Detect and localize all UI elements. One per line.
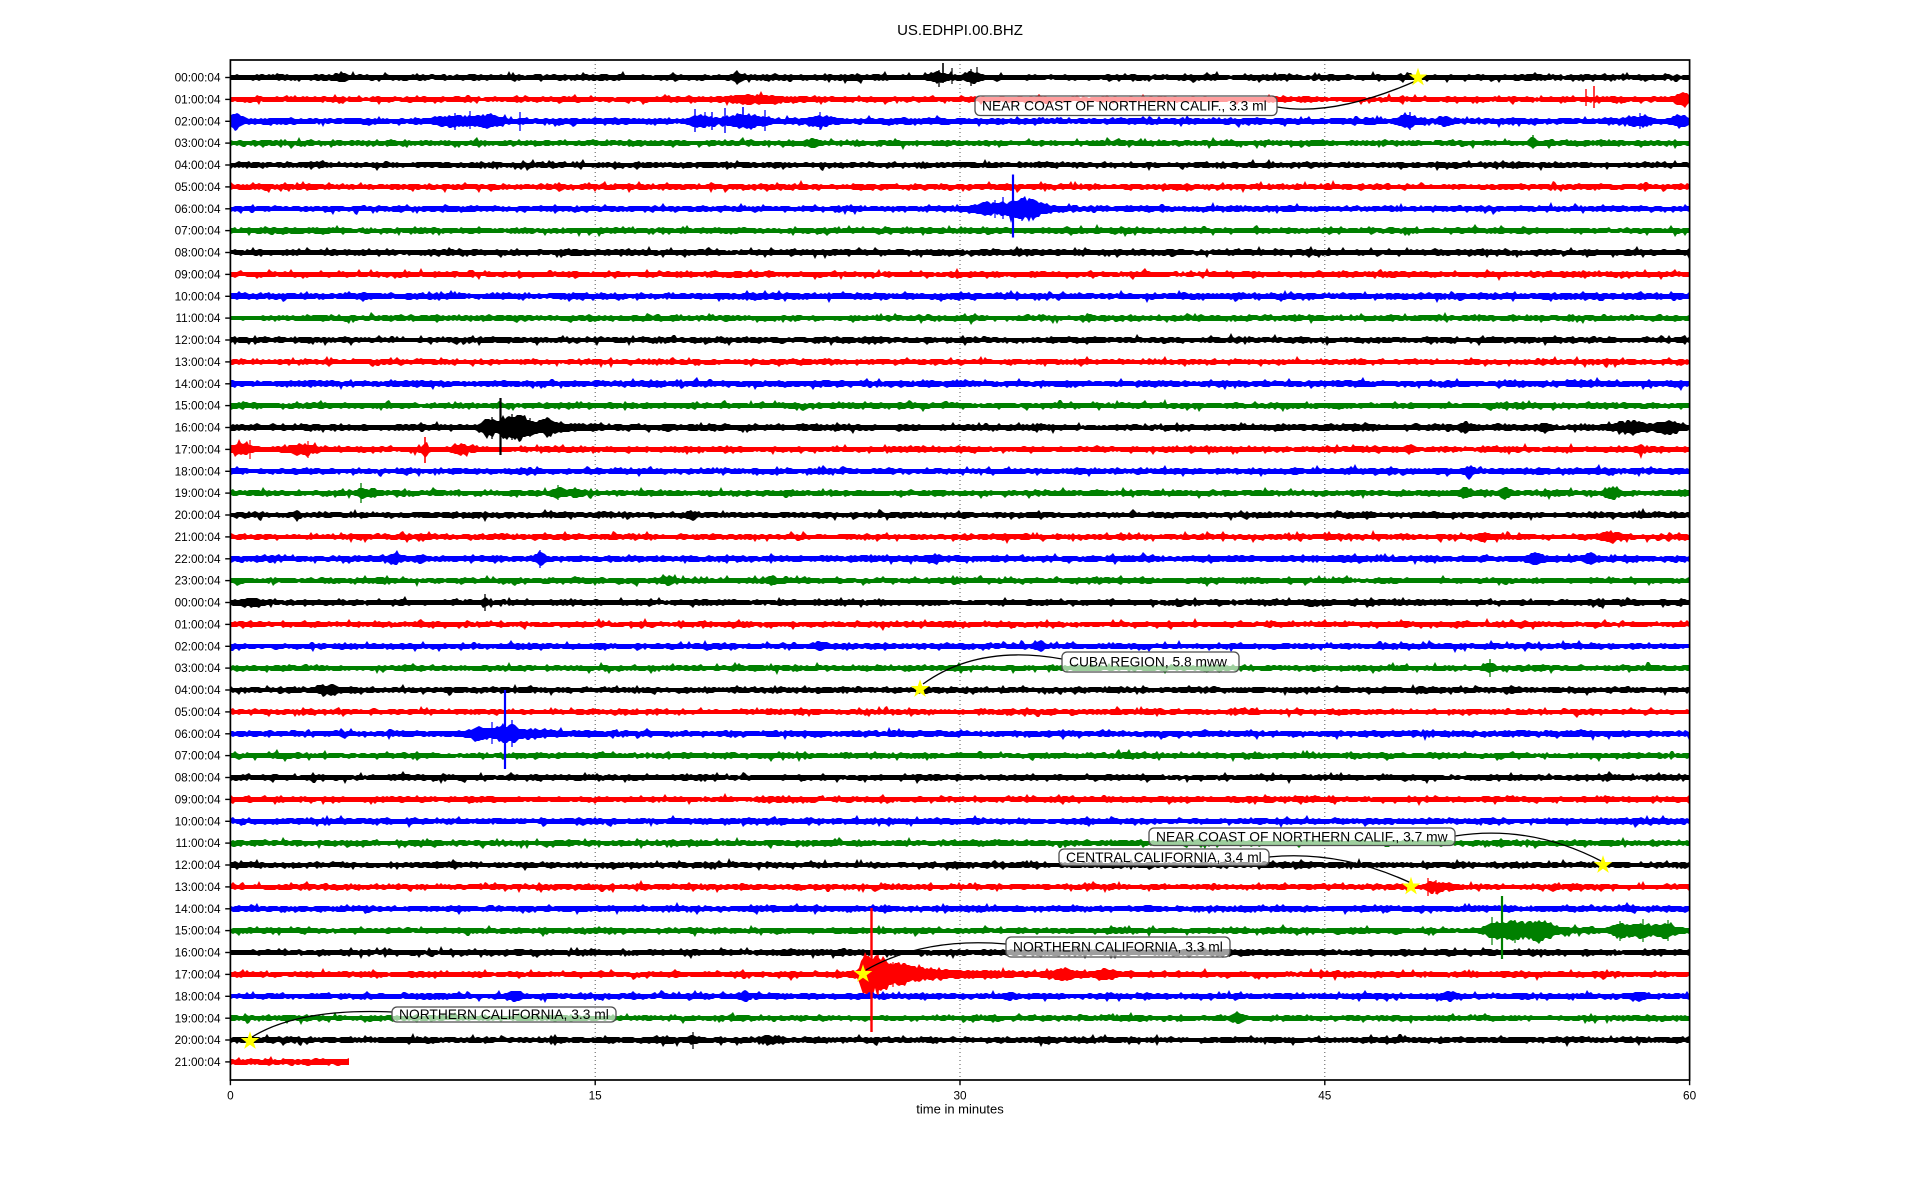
svg-text:NEAR COAST OF NORTHERN CALIF.,: NEAR COAST OF NORTHERN CALIF., 3.7 mw [1156,830,1448,845]
svg-text:11:00:04: 11:00:04 [175,311,220,325]
svg-text:01:00:04: 01:00:04 [175,618,221,632]
svg-text:00:00:04: 00:00:04 [175,596,221,610]
svg-text:60: 60 [1683,1089,1697,1103]
svg-text:23:00:04: 23:00:04 [175,574,221,588]
svg-text:02:00:04: 02:00:04 [175,114,221,128]
svg-text:US.EDHPI.00.BHZ: US.EDHPI.00.BHZ [897,22,1023,39]
svg-text:CUBA REGION, 5.8 mww: CUBA REGION, 5.8 mww [1069,655,1227,670]
svg-text:19:00:04: 19:00:04 [175,1011,221,1025]
svg-text:10:00:04: 10:00:04 [175,814,221,828]
svg-text:00:00:04: 00:00:04 [175,71,221,85]
svg-text:04:00:04: 04:00:04 [175,683,221,697]
svg-text:18:00:04: 18:00:04 [175,464,221,478]
svg-text:12:00:04: 12:00:04 [175,858,221,872]
svg-text:11:00:04: 11:00:04 [175,836,220,850]
svg-text:03:00:04: 03:00:04 [175,136,221,150]
svg-text:15:00:04: 15:00:04 [175,924,221,938]
svg-text:17:00:04: 17:00:04 [175,968,221,982]
svg-text:14:00:04: 14:00:04 [175,902,221,916]
svg-text:07:00:04: 07:00:04 [175,749,221,763]
svg-text:04:00:04: 04:00:04 [175,158,221,172]
svg-text:05:00:04: 05:00:04 [175,705,221,719]
svg-text:17:00:04: 17:00:04 [175,443,221,457]
svg-text:01:00:04: 01:00:04 [175,93,221,107]
svg-text:45: 45 [1318,1089,1332,1103]
svg-text:06:00:04: 06:00:04 [175,202,221,216]
svg-text:20:00:04: 20:00:04 [175,1033,221,1047]
svg-text:13:00:04: 13:00:04 [175,880,221,894]
svg-text:07:00:04: 07:00:04 [175,224,221,238]
svg-text:09:00:04: 09:00:04 [175,793,221,807]
svg-text:15: 15 [589,1089,603,1103]
svg-text:09:00:04: 09:00:04 [175,268,221,282]
svg-text:14:00:04: 14:00:04 [175,377,221,391]
svg-text:0: 0 [227,1089,234,1103]
svg-text:12:00:04: 12:00:04 [175,333,221,347]
svg-text:21:00:04: 21:00:04 [175,1055,221,1069]
svg-text:08:00:04: 08:00:04 [175,771,221,785]
svg-text:16:00:04: 16:00:04 [175,421,221,435]
svg-text:06:00:04: 06:00:04 [175,727,221,741]
svg-text:16:00:04: 16:00:04 [175,946,221,960]
svg-text:02:00:04: 02:00:04 [175,639,221,653]
svg-text:CENTRAL CALIFORNIA, 3.4 ml: CENTRAL CALIFORNIA, 3.4 ml [1066,850,1262,865]
svg-text:18:00:04: 18:00:04 [175,989,221,1003]
svg-text:22:00:04: 22:00:04 [175,552,221,566]
svg-text:19:00:04: 19:00:04 [175,486,221,500]
svg-text:03:00:04: 03:00:04 [175,661,221,675]
svg-text:NEAR COAST OF NORTHERN CALIF.,: NEAR COAST OF NORTHERN CALIF., 3.3 ml [982,99,1267,114]
svg-text:NORTHERN CALIFORNIA, 3.3 ml: NORTHERN CALIFORNIA, 3.3 ml [399,1007,609,1022]
svg-text:20:00:04: 20:00:04 [175,508,221,522]
svg-text:time in minutes: time in minutes [916,1102,1004,1117]
svg-text:30: 30 [953,1089,967,1103]
svg-text:08:00:04: 08:00:04 [175,246,221,260]
svg-text:13:00:04: 13:00:04 [175,355,221,369]
svg-text:10:00:04: 10:00:04 [175,289,221,303]
svg-text:NORTHERN CALIFORNIA, 3.3 ml: NORTHERN CALIFORNIA, 3.3 ml [1013,940,1223,955]
svg-text:15:00:04: 15:00:04 [175,399,221,413]
svg-text:05:00:04: 05:00:04 [175,180,221,194]
svg-text:21:00:04: 21:00:04 [175,530,221,544]
